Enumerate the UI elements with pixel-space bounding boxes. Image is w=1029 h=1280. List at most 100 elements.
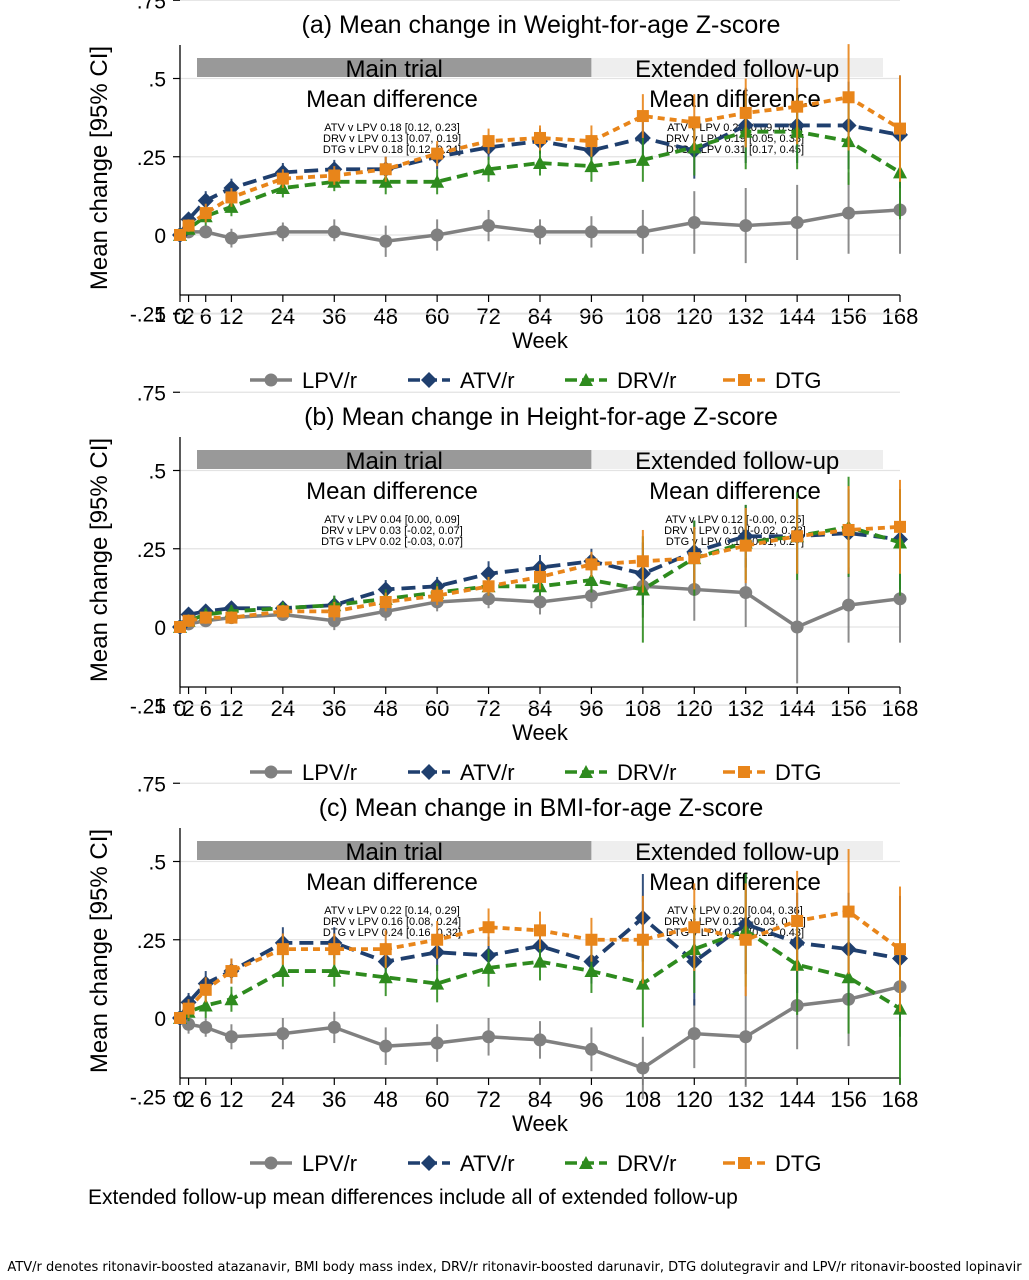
x-tick-label: 72 [476, 304, 500, 329]
series-dtg [174, 848, 906, 1024]
legend-item: LPV/r [250, 1151, 357, 1176]
x-tick-label: 2 [182, 304, 194, 329]
legend-label: ATV/r [460, 760, 515, 785]
data-point [182, 614, 195, 627]
series-line [178, 123, 901, 236]
data-point [842, 598, 856, 612]
data-point [430, 228, 444, 242]
data-point [174, 229, 186, 241]
data-point [328, 943, 341, 956]
mean-diff-line: DTG v LPV 0.14 [0.01, 0.27] [666, 536, 804, 548]
mean-diff-line: ATV v LPV 0.22 [0.14, 0.29] [324, 905, 460, 917]
legend-marker [264, 373, 278, 387]
x-axis-label: Week [512, 328, 569, 353]
data-point [534, 924, 546, 937]
series-line [178, 129, 901, 237]
data-point [533, 595, 547, 609]
x-tick-label: 96 [579, 696, 603, 721]
period-label: Extended follow-up [635, 839, 839, 866]
mean-diff-line: DTG v LPV 0.18 [0.12, 0.24] [323, 144, 461, 156]
data-point [182, 1002, 195, 1015]
data-point [224, 1030, 238, 1044]
mean-diff-line: DRV v LPV 0.10 [-0.02, 0.23] [664, 525, 806, 537]
data-point [791, 914, 804, 927]
data-point [198, 998, 213, 1012]
data-point [842, 91, 855, 104]
x-tick-label: 108 [624, 304, 661, 329]
y-tick-label: .25 [137, 147, 166, 170]
mean-diff-line: ATV v LPV 0.18 [0.12, 0.23] [324, 122, 460, 134]
x-tick-label: 48 [373, 696, 397, 721]
period-label: Main trial [346, 56, 443, 83]
data-point [199, 207, 212, 220]
x-tick-label: 84 [528, 696, 552, 721]
data-point [379, 943, 392, 956]
y-axis-label: Mean change [95% CI] [86, 438, 113, 682]
data-point [533, 954, 547, 968]
chart-panel-3: (c) Mean change in BMI-for-age Z-score 1.… [86, 695, 918, 1176]
x-tick-label: 96 [579, 304, 603, 329]
period-bar [197, 841, 592, 860]
data-point [430, 976, 445, 990]
data-point [688, 921, 701, 934]
data-point [584, 573, 599, 587]
y-tick-label: .75 [137, 382, 166, 405]
data-point [379, 234, 393, 248]
data-point [585, 558, 598, 571]
y-axis-label: Mean change [95% CI] [86, 829, 113, 1073]
mean-diff-line: ATV v LPV 0.20 [0.04, 0.36] [667, 905, 803, 917]
x-tick-label: 108 [624, 696, 661, 721]
y-tick-label: 0 [154, 225, 166, 248]
data-point [688, 552, 701, 565]
x-tick-label: 60 [425, 1087, 449, 1112]
chart-title: (c) Mean change in BMI-for-age Z-score [319, 794, 764, 822]
legend-label: DRV/r [617, 760, 677, 785]
mean-diff-line: DTG v LPV 0.24 [0.16, 0.32] [323, 927, 461, 939]
period-label: Main trial [346, 448, 443, 475]
y-tick-label: .75 [137, 0, 166, 13]
data-point [790, 620, 804, 634]
data-point [430, 1036, 444, 1050]
data-point [584, 159, 599, 173]
data-point [480, 565, 497, 582]
legend-item: DRV/r [565, 760, 677, 785]
x-tick-label: 0 [174, 304, 186, 329]
data-point [276, 943, 289, 956]
data-point [791, 100, 804, 113]
chart-title: (b) Mean change in Height-for-age Z-scor… [304, 403, 778, 431]
data-point [275, 964, 290, 978]
x-tick-label: 144 [779, 1087, 816, 1112]
x-tick-label: 60 [425, 304, 449, 329]
legend-item: LPV/r [250, 760, 357, 785]
x-tick-label: 144 [779, 304, 816, 329]
x-tick-label: 168 [882, 696, 919, 721]
data-point [431, 589, 444, 602]
data-point [687, 1027, 701, 1041]
legend-item: DRV/r [565, 1151, 677, 1176]
legend-label: DRV/r [617, 1151, 677, 1176]
x-tick-label: 48 [373, 304, 397, 329]
legend-marker [421, 1155, 437, 1171]
period-label: Main trial [346, 839, 443, 866]
legend-label: DTG [775, 1151, 821, 1176]
legend-item: DTG [723, 368, 821, 393]
mean-diff-line: DRV v LPV 0.13 [0.07, 0.19] [323, 133, 461, 145]
data-point [225, 611, 238, 624]
y-tick-label: .5 [148, 69, 166, 92]
series-line [178, 928, 901, 1020]
chart-panel-2: (b) Mean change in Height-for-age Z-scor… [86, 304, 918, 785]
data-point [533, 225, 547, 239]
y-tick-label: .5 [148, 852, 166, 875]
mean-diff-heading: Mean difference [306, 869, 478, 896]
x-tick-label: 6 [200, 1087, 212, 1112]
mean-diff-heading: Mean difference [649, 478, 821, 505]
x-tick-label: 168 [882, 304, 919, 329]
mean-diff-line: ATV v LPV 0.12 [-0.00, 0.25] [665, 514, 804, 526]
data-point [199, 225, 213, 239]
data-point [182, 219, 195, 232]
data-point [894, 520, 906, 533]
data-point [739, 106, 752, 119]
x-tick-label: 24 [271, 304, 295, 329]
x-tick-label: 12 [219, 1087, 243, 1112]
